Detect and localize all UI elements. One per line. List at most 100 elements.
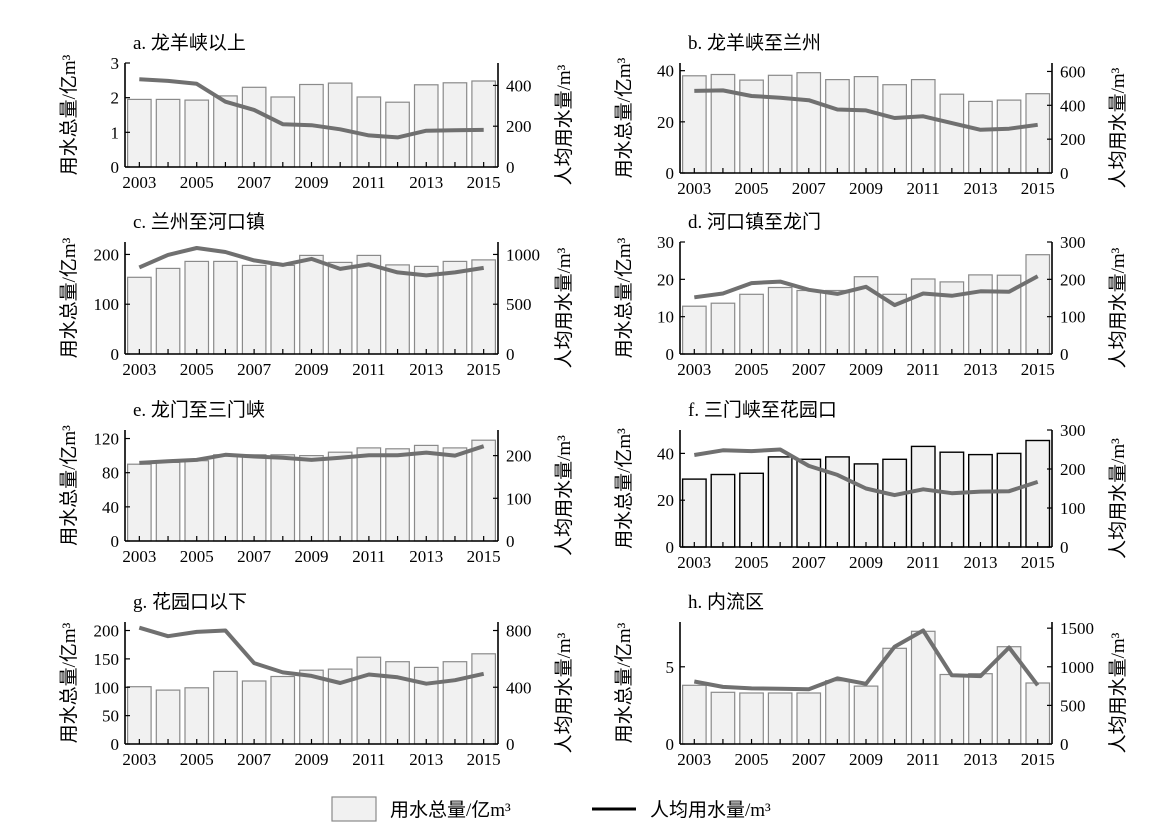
right-tick-label: 400 xyxy=(1060,96,1086,115)
x-tick-label: 2011 xyxy=(907,553,940,572)
right-tick-label: 0 xyxy=(1060,538,1069,557)
per-capita-line xyxy=(694,274,1039,308)
per-capita-line xyxy=(693,447,1039,498)
bar-2013 xyxy=(968,100,993,174)
bar-2009 xyxy=(299,669,324,745)
right-tick-label: 800 xyxy=(506,622,532,641)
x-tick-label: 2011 xyxy=(352,173,385,192)
right-tick-label: 500 xyxy=(1060,696,1086,715)
panel-c: 0 100 200 0 500 1000 2003 2005 2007 2009 2011 2013 2… xyxy=(58,211,575,379)
x-tick-label: 2009 xyxy=(295,750,329,769)
bar-2010 xyxy=(327,261,353,355)
x-tick-label: 2007 xyxy=(792,553,827,572)
right-tick-label: 1000 xyxy=(506,245,540,264)
bar-2013 xyxy=(968,673,993,745)
bar-2010 xyxy=(327,82,353,168)
left-tick-label: 0 xyxy=(666,735,675,754)
x-tick-label: 2007 xyxy=(237,750,272,769)
bar-2010 xyxy=(882,84,908,174)
legend-line-label: 人均用水量/m³ xyxy=(650,799,771,821)
x-tick-label: 2007 xyxy=(237,173,272,192)
bar-2006 xyxy=(213,454,238,542)
bar-2003 xyxy=(126,276,152,355)
panel-title: c. 兰州至河口镇 xyxy=(133,211,265,233)
bar-2011 xyxy=(356,254,382,355)
x-tick-label: 2015 xyxy=(1021,553,1055,572)
bar-2012 xyxy=(939,451,965,548)
bar-2015 xyxy=(471,439,496,542)
bar-2009 xyxy=(853,685,879,745)
x-tick-label: 2003 xyxy=(677,750,711,769)
left-tick-label: 5 xyxy=(666,658,675,677)
x-tick-label: 2009 xyxy=(849,179,883,198)
bar-2010 xyxy=(882,647,908,745)
left-tick-label: 3 xyxy=(111,54,120,73)
right-tick-label: 400 xyxy=(506,76,532,95)
bar-2015 xyxy=(1025,439,1051,548)
panel-title: g. 花园口以下 xyxy=(133,591,247,613)
bar-2010 xyxy=(327,451,353,542)
right-tick-label: 100 xyxy=(506,489,532,508)
right-tick-label: 200 xyxy=(1060,130,1086,149)
x-tick-label: 2007 xyxy=(792,750,827,769)
bar-2012 xyxy=(939,93,965,174)
left-tick-label: 0 xyxy=(111,532,120,551)
panel-title: b. 龙羊峡至兰州 xyxy=(688,32,821,54)
x-tick-label: 2013 xyxy=(409,547,443,566)
bar-2007 xyxy=(241,680,267,745)
left-tick-label: 0 xyxy=(111,158,120,177)
left-axis-label: 用水总量/亿m³ xyxy=(613,237,635,358)
panel-g: 0 50 100 150 200 0 400 800 2003 2005 2007 2009 2011 2… xyxy=(58,591,575,769)
right-tick-label: 100 xyxy=(1060,499,1086,518)
x-tick-label: 2005 xyxy=(180,547,214,566)
x-tick-label: 2007 xyxy=(237,547,272,566)
bar-2012 xyxy=(385,661,410,745)
bar-2011 xyxy=(910,278,936,355)
bar-2005 xyxy=(184,260,210,355)
x-tick-label: 2003 xyxy=(122,750,156,769)
bar-2007 xyxy=(241,454,267,542)
bar-2014 xyxy=(442,661,468,745)
bar-2005 xyxy=(739,472,764,548)
right-tick-label: 200 xyxy=(1060,270,1086,289)
left-axis-label: 用水总量/亿m³ xyxy=(58,237,80,358)
right-tick-label: 0 xyxy=(1060,735,1069,754)
x-tick-label: 2003 xyxy=(677,360,711,379)
bar-2006 xyxy=(767,74,793,174)
right-tick-label: 0 xyxy=(506,532,515,551)
bar-2011 xyxy=(356,656,382,745)
x-tick-label: 2005 xyxy=(735,750,769,769)
right-tick-label: 0 xyxy=(506,158,515,177)
bar-2013 xyxy=(413,265,439,355)
bar-2006 xyxy=(767,692,793,745)
right-tick-label: 200 xyxy=(506,117,532,136)
bar-2008 xyxy=(825,680,850,745)
right-axis-label: 人均用水量/m³ xyxy=(553,247,575,368)
bar-2003 xyxy=(126,686,152,745)
right-tick-label: 1000 xyxy=(1060,658,1094,677)
x-tick-label: 2011 xyxy=(907,360,940,379)
bar-2008 xyxy=(270,96,296,168)
x-tick-label: 2009 xyxy=(849,360,883,379)
bar-2014 xyxy=(996,452,1022,548)
x-tick-label: 2009 xyxy=(295,360,329,379)
bar-2007 xyxy=(796,692,822,745)
bar-2015 xyxy=(1025,93,1051,174)
legend-bar-label: 用水总量/亿m³ xyxy=(390,799,511,821)
right-axis-label: 人均用水量/m³ xyxy=(1107,67,1129,188)
x-tick-label: 2007 xyxy=(792,179,827,198)
left-axis-label: 用水总量/亿m³ xyxy=(58,425,80,546)
right-tick-label: 300 xyxy=(1060,233,1086,252)
bar-2009 xyxy=(299,254,324,355)
bar-2012 xyxy=(385,264,410,355)
right-tick-label: 0 xyxy=(506,735,515,754)
left-tick-label: 50 xyxy=(102,707,119,726)
left-tick-label: 0 xyxy=(111,345,120,364)
bar-2013 xyxy=(413,666,439,745)
x-tick-label: 2003 xyxy=(122,547,156,566)
bar-2015 xyxy=(471,259,496,355)
x-tick-label: 2003 xyxy=(122,360,156,379)
